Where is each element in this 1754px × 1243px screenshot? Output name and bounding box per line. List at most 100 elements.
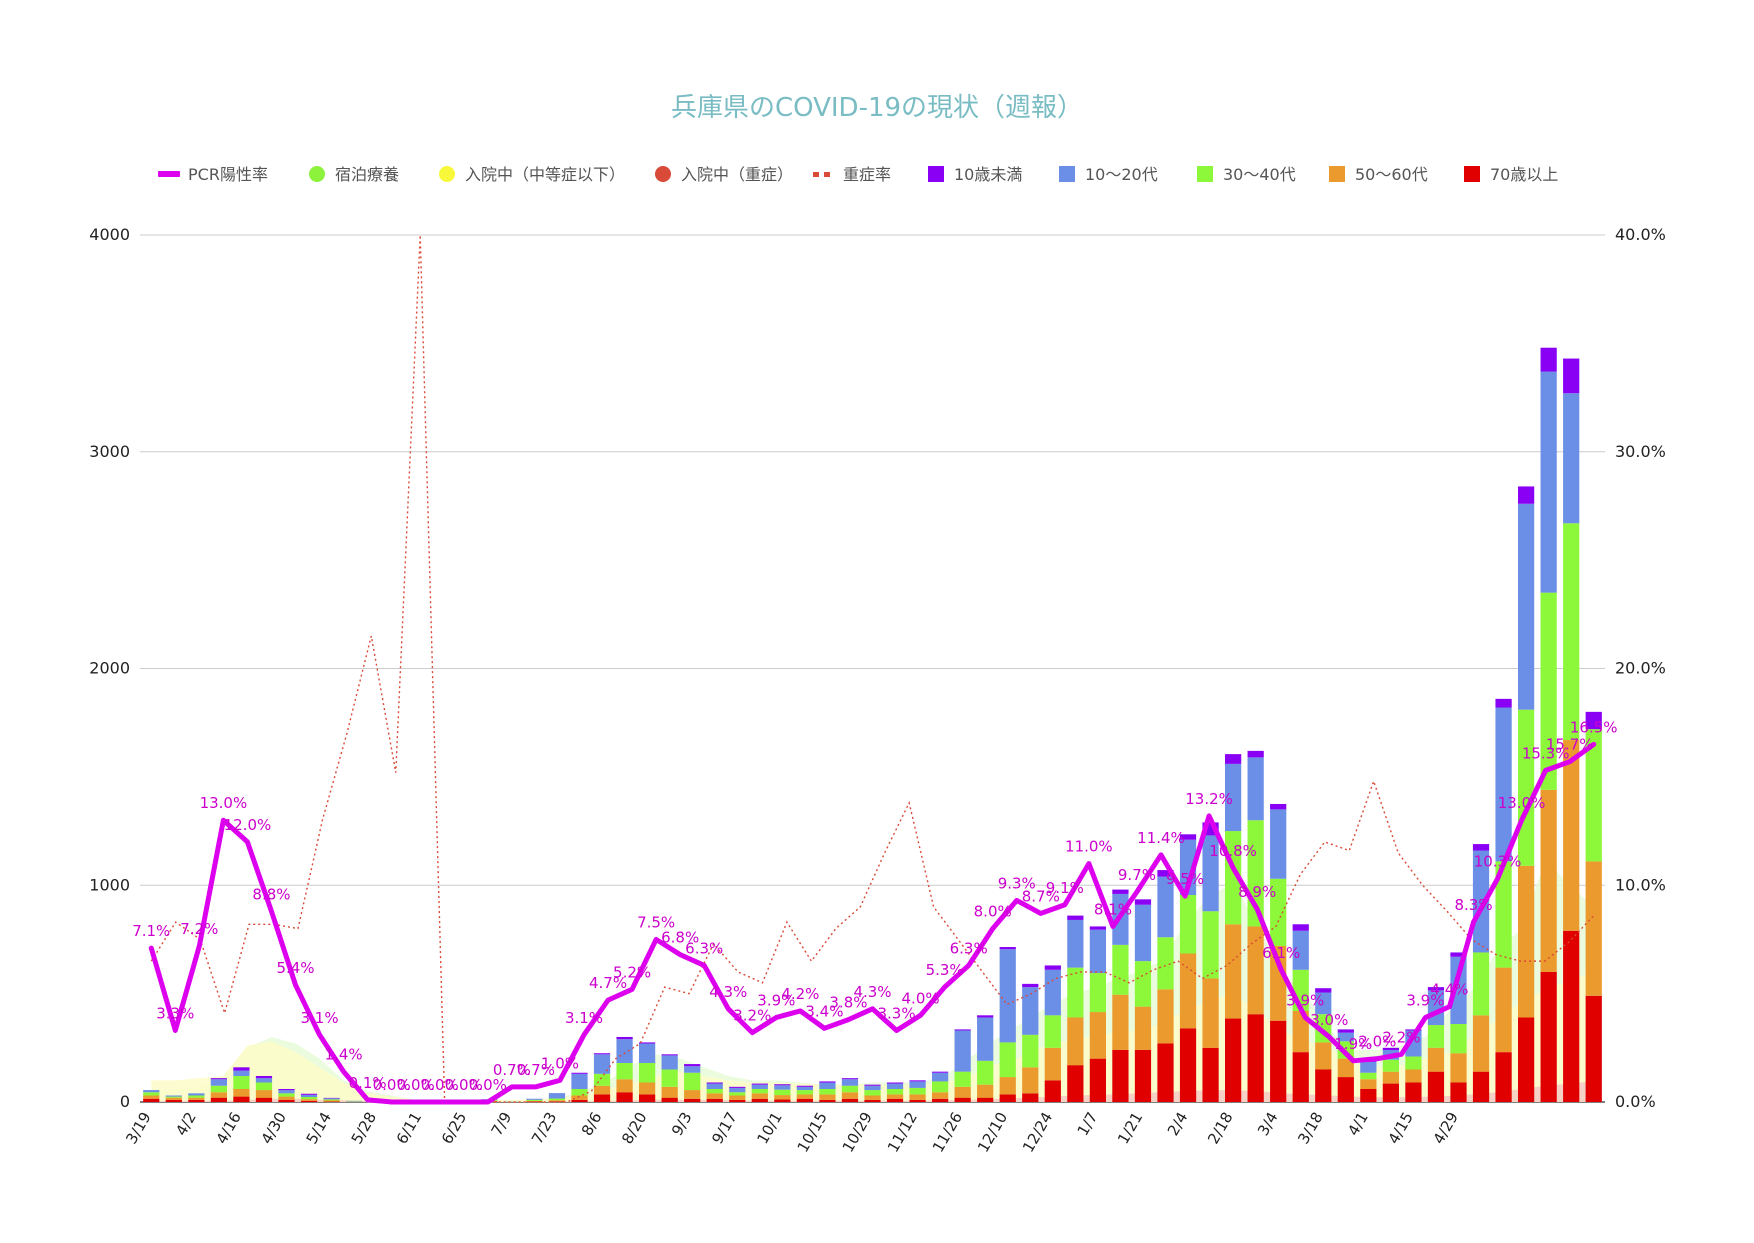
x-tick-label: 3/19 xyxy=(122,1109,154,1147)
bar-segment xyxy=(1248,1014,1264,1102)
bar-segment xyxy=(233,1071,249,1076)
bar-segment xyxy=(842,1086,858,1093)
bar-segment xyxy=(819,1082,835,1089)
x-tick-label: 3/4 xyxy=(1254,1109,1282,1139)
bar-segment xyxy=(729,1095,745,1099)
x-tick-label: 10/15 xyxy=(794,1109,831,1155)
bar-segment xyxy=(1405,1056,1421,1069)
bar-segment xyxy=(887,1099,903,1102)
bar-segment xyxy=(1338,1077,1354,1102)
bar-segment xyxy=(1541,972,1557,1102)
bar-segment xyxy=(1450,1053,1466,1082)
x-tick-label: 4/15 xyxy=(1384,1109,1416,1147)
bar-segment xyxy=(1248,926,1264,1014)
pcr-rate-label: 5.3% xyxy=(926,961,964,979)
pcr-rate-label: 6.3% xyxy=(685,939,723,957)
bar-segment xyxy=(1202,911,1218,978)
pcr-rate-label: 3.0% xyxy=(1310,1011,1348,1029)
bar-segment xyxy=(1022,987,1038,1035)
bar-segment xyxy=(1000,1094,1016,1102)
bar-segment xyxy=(526,1099,542,1100)
bar-segment xyxy=(797,1086,813,1087)
bar-segment xyxy=(166,1095,182,1096)
bar-segment xyxy=(1022,1093,1038,1102)
bar-segment xyxy=(323,1098,339,1099)
bar-segment xyxy=(1067,916,1083,920)
y-right-tick-label: 20.0% xyxy=(1615,659,1666,678)
legend-label: 70歳以上 xyxy=(1490,165,1558,184)
x-tick-label: 2/18 xyxy=(1204,1109,1236,1147)
bar-segment xyxy=(684,1066,700,1073)
bar-segment xyxy=(1428,1072,1444,1102)
bar-segment xyxy=(1541,348,1557,372)
y-left-tick-label: 4000 xyxy=(89,225,130,244)
bar-segment xyxy=(977,1098,993,1102)
bar-segment xyxy=(909,1088,925,1095)
bar-segment xyxy=(955,1087,971,1098)
bar-segment xyxy=(1293,924,1309,931)
bar-segment xyxy=(774,1090,790,1095)
bar-segment xyxy=(616,1037,632,1039)
bar-segment xyxy=(1586,861,1602,995)
bar-segment xyxy=(819,1089,835,1094)
bar-segment xyxy=(1563,359,1579,394)
bar-segment xyxy=(594,1053,610,1054)
legend-swatch-dash xyxy=(824,172,830,177)
bar-segment xyxy=(955,1030,971,1071)
y-right-tick-label: 40.0% xyxy=(1615,225,1666,244)
bar-segment xyxy=(143,1099,159,1102)
rate-labels: 7.1%3.3%7.2%13.0%12.0%8.8%5.4%3.1%1.4%0.… xyxy=(132,718,1617,1094)
bar-segment xyxy=(639,1082,655,1094)
legend-label: 50〜60代 xyxy=(1355,165,1428,184)
bar-segment xyxy=(797,1099,813,1102)
bar-segment xyxy=(1090,1059,1106,1102)
bar-segment xyxy=(166,1100,182,1102)
bar-segment xyxy=(707,1099,723,1102)
bar-segment xyxy=(594,1054,610,1074)
bar-segment xyxy=(707,1082,723,1083)
bar-segment xyxy=(1202,978,1218,1047)
x-tick-label: 6/25 xyxy=(438,1109,470,1147)
bar-segment xyxy=(233,1097,249,1102)
bar-segment xyxy=(1338,1029,1354,1032)
legend-label: 宿泊療養 xyxy=(335,165,399,184)
pcr-rate-label: 6.3% xyxy=(950,939,988,957)
bar-segment xyxy=(233,1067,249,1070)
pcr-rate-label: 4.3% xyxy=(709,983,747,1001)
bar-segment xyxy=(977,1061,993,1085)
bar-segment xyxy=(1270,809,1286,878)
chart-title: 兵庫県のCOVID-19の現状（週報） xyxy=(671,93,1083,123)
pcr-rate-label: 12.0% xyxy=(224,816,272,834)
bar-segment xyxy=(1045,970,1061,1016)
x-tick-label: 12/24 xyxy=(1019,1109,1056,1155)
bar-segment xyxy=(1090,930,1106,973)
bar-segment xyxy=(594,1094,610,1102)
bar-segment xyxy=(797,1094,813,1098)
bar-segment xyxy=(1315,1042,1331,1069)
bar-segment xyxy=(1067,968,1083,1018)
bar-segment xyxy=(1135,1007,1151,1050)
bar-segment xyxy=(256,1076,272,1078)
bar-segment xyxy=(1518,504,1534,710)
pcr-rate-label: 8.8% xyxy=(252,885,290,903)
bar-segment xyxy=(594,1074,610,1086)
bar-segment xyxy=(1090,1012,1106,1059)
bar-segment xyxy=(774,1095,790,1099)
x-tick-label: 9/3 xyxy=(668,1109,696,1139)
bar-segment xyxy=(1000,1077,1016,1094)
bar-segment xyxy=(323,1100,339,1101)
bar-segment xyxy=(278,1097,294,1100)
legend-swatch-square xyxy=(928,166,944,182)
bar-segment xyxy=(571,1089,587,1096)
bar-segment xyxy=(1518,710,1534,866)
bar-segment xyxy=(1045,1015,1061,1048)
bar-segment xyxy=(1518,486,1534,503)
bar-segment xyxy=(1225,754,1241,764)
bar-segment xyxy=(1450,1082,1466,1102)
bar-segment xyxy=(1541,790,1557,972)
x-tick-label: 11/12 xyxy=(884,1109,921,1155)
bar-segment xyxy=(909,1100,925,1102)
bar-segment xyxy=(1270,1021,1286,1102)
pcr-rate-label: 8.9% xyxy=(1238,883,1276,901)
